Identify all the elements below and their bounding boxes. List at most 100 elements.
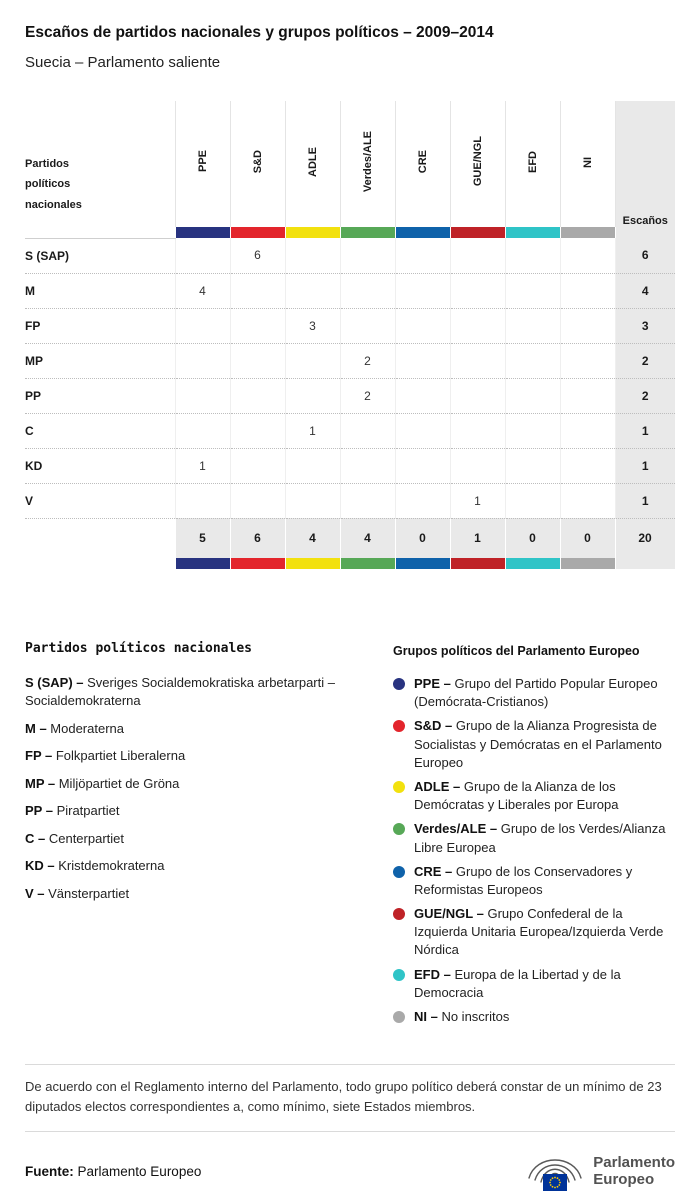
group-color-dot: [393, 1011, 405, 1023]
seat-value: [339, 273, 396, 309]
seat-value: [284, 448, 341, 484]
seat-value: [394, 273, 451, 309]
seat-value: [559, 483, 616, 519]
party-name: M: [25, 273, 175, 309]
group-total: 4: [284, 518, 341, 558]
group-header-label: NI: [581, 157, 594, 168]
group-legend-item: ADLE – Grupo de la Alianza de los Demócr…: [393, 778, 675, 814]
party-legend-item: S (SAP) – Sveriges Socialdemokratiska ar…: [25, 675, 335, 709]
group-header-Verdes/ALE: Verdes/ALE: [339, 101, 396, 227]
ep-logo-line2: Europeo: [593, 1171, 655, 1189]
row-total: 2: [615, 343, 675, 379]
group-color-dot: [393, 720, 405, 733]
seats-header-label: Escaños: [622, 215, 668, 227]
group-legend-text: CRE – Grupo de los Conservadores y Refor…: [414, 863, 633, 897]
group-color-dot: [393, 968, 405, 981]
group-color-bar: [449, 558, 506, 569]
seat-value: [284, 238, 341, 274]
group-total: 0: [559, 518, 616, 558]
seat-value: [284, 483, 341, 519]
party-name: PP: [25, 378, 175, 414]
row-total: 1: [615, 483, 675, 519]
party-code: FP –: [25, 748, 53, 764]
seat-value: [174, 343, 231, 379]
group-color-bar: [559, 558, 616, 569]
seats-table: Partidos políticos nacionales PPE S&D ADLE…: [25, 101, 676, 569]
legend-section: Partidos políticos nacionales S (SAP) – …: [25, 641, 675, 1032]
bottom-corner-cell: [25, 558, 175, 569]
group-color-dot: [393, 865, 405, 878]
group-color-bar: [174, 227, 231, 238]
group-header-label: EFD: [526, 150, 539, 173]
row-total: 2: [615, 378, 675, 414]
seats-bar-cell: [615, 227, 675, 238]
seat-value: [449, 448, 506, 484]
grand-total: 20: [614, 518, 676, 558]
group-header-S&D: S&D: [229, 101, 286, 227]
table-row: MP 2 2: [25, 343, 675, 379]
seat-value: [449, 378, 506, 414]
group-code: PPE –: [414, 676, 451, 691]
seat-value: [559, 413, 616, 449]
seat-value: [449, 238, 506, 274]
group-color-bar: [229, 558, 286, 569]
group-header-label: GUE/NGL: [471, 136, 484, 187]
seat-value: 2: [339, 378, 396, 414]
group-color-dot: [393, 678, 405, 690]
seat-value: [339, 448, 396, 484]
group-legend-text: S&D – Grupo de la Alianza Progresista de…: [414, 718, 662, 770]
seat-value: [504, 308, 561, 344]
seat-value: 1: [174, 448, 231, 484]
source-text: Parlamento Europeo: [77, 1163, 202, 1179]
group-legend-text: ADLE – Grupo de la Alianza de los Demócr…: [414, 778, 619, 813]
party-name: MP: [25, 343, 175, 379]
seat-value: [559, 308, 616, 344]
group-header-NI: NI: [559, 101, 616, 227]
seat-value: [449, 413, 506, 449]
seat-value: [174, 308, 231, 344]
group-legend-item: GUE/NGL – Grupo Confederal de la Izquier…: [393, 905, 675, 960]
party-code: S (SAP) –: [25, 675, 84, 690]
seat-value: [394, 448, 451, 484]
seat-value: [284, 343, 341, 379]
total-empty-cell: [25, 518, 175, 558]
seat-value: 4: [174, 273, 231, 309]
group-legend-text: EFD – Europa de la Libertad y de la Demo…: [414, 966, 621, 1000]
seat-value: [229, 413, 286, 449]
seat-value: [174, 378, 231, 414]
seat-value: [394, 343, 451, 379]
seat-value: [229, 343, 286, 379]
party-name: S (SAP): [25, 238, 175, 274]
group-total: 4: [339, 518, 396, 558]
group-legend-text: NI – No inscritos: [414, 1009, 510, 1024]
group-legend-heading: Grupos políticos del Parlamento Europeo: [393, 644, 640, 658]
seat-value: [559, 378, 616, 414]
group-header-GUE/NGL: GUE/NGL: [449, 101, 506, 227]
group-color-bar: [284, 227, 341, 238]
footer: Fuente: Parlamento Europeo: [25, 1132, 675, 1194]
party-legend-item: PP – Piratpartiet: [25, 803, 120, 819]
group-legend-item: EFD – Europa de la Libertad y de la Demo…: [393, 966, 675, 1002]
table-row: V 1 1: [25, 483, 675, 519]
group-legend-text: GUE/NGL – Grupo Confederal de la Izquier…: [414, 906, 664, 958]
group-header-label: Verdes/ALE: [361, 130, 374, 193]
party-code: KD –: [25, 858, 55, 874]
seat-value: [229, 483, 286, 519]
ep-logo-line1: Parlamento: [593, 1154, 675, 1172]
group-legend-item: PPE – Grupo del Partido Popular Europeo …: [393, 675, 675, 711]
seat-value: [394, 483, 451, 519]
group-color-dot: [393, 780, 405, 793]
group-color-bar: [339, 558, 396, 569]
group-code: S&D –: [414, 718, 453, 734]
seat-value: [339, 308, 396, 344]
seat-value: [559, 448, 616, 484]
seat-value: [449, 273, 506, 309]
page-title: Escaños de partidos nacionales y grupos …: [25, 24, 494, 41]
group-header-EFD: EFD: [504, 101, 561, 227]
group-legend-text: PPE – Grupo del Partido Popular Europeo …: [414, 676, 658, 710]
group-color-bar: [504, 227, 561, 238]
group-color-bar: [339, 227, 396, 238]
party-code: PP –: [25, 803, 53, 819]
table-body: S (SAP) 6 6 M 4 4 FP 3 3 MP 2 2 PP 2 2 C 1 1 KD 1 1 V 1 1 5 6 4 4 0 1…: [25, 238, 676, 569]
